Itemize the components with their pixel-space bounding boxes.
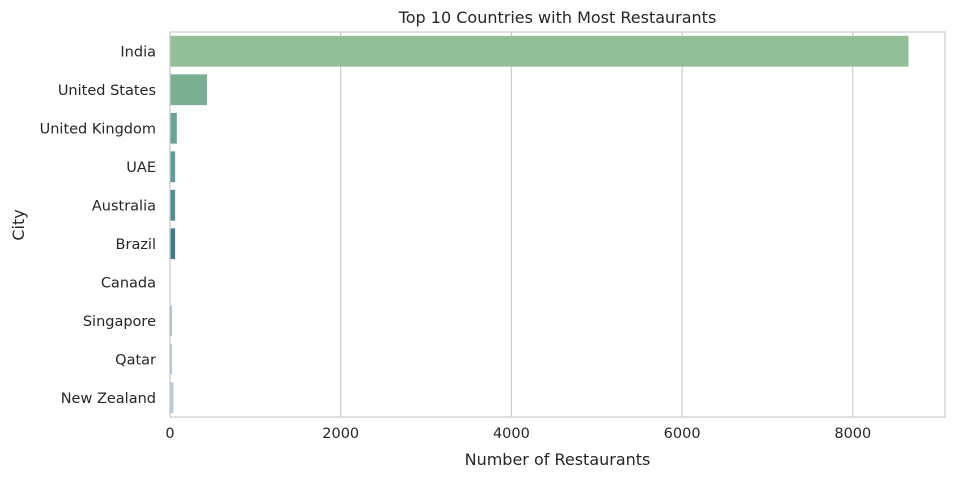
bars <box>170 36 908 413</box>
grid-lines <box>170 32 853 417</box>
y-tick-label: Australia <box>92 198 156 214</box>
bar <box>170 190 175 221</box>
bar <box>170 151 175 182</box>
x-tick-labels: 0 2000 4000 6000 8000 <box>165 426 871 442</box>
y-axis-label: City <box>9 209 28 240</box>
y-tick-label: India <box>120 44 156 60</box>
x-tick-label: 6000 <box>664 426 701 442</box>
y-tick-label: Qatar <box>115 352 156 368</box>
y-tick-label: Singapore <box>83 314 156 330</box>
x-axis-label: Number of Restaurants <box>465 450 651 469</box>
plot-frame <box>170 32 945 417</box>
y-tick-label: Brazil <box>116 237 156 253</box>
x-tick-label: 2000 <box>322 426 359 442</box>
y-tick-labels: India United States United Kingdom UAE Austr… <box>40 44 156 407</box>
y-tick-label: Canada <box>101 275 156 291</box>
bar <box>170 113 177 144</box>
chart-title: Top 10 Countries with Most Restaurants <box>398 8 717 27</box>
y-tick-label: United Kingdom <box>40 121 156 137</box>
x-tick-label: 8000 <box>834 426 871 442</box>
y-tick-label: UAE <box>126 160 156 176</box>
bar <box>170 74 207 105</box>
x-tick-label: 0 <box>165 426 174 442</box>
bar <box>170 228 175 259</box>
y-tick-label: United States <box>58 83 156 99</box>
bar <box>170 36 908 67</box>
y-tick-label: New Zealand <box>61 391 156 407</box>
x-tick-label: 4000 <box>493 426 530 442</box>
